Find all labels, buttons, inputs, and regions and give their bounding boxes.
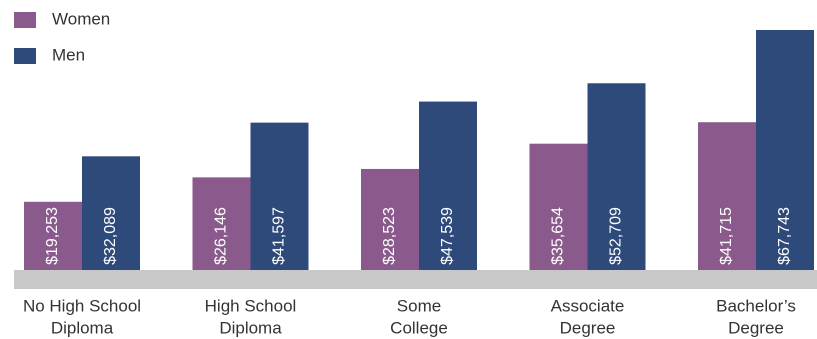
legend-label-men: Men [52, 45, 85, 64]
legend-label-women: Women [52, 9, 110, 28]
bar-men-0 [82, 156, 140, 270]
value-label-women-2: $28,523 [381, 207, 398, 265]
value-label-men-4: $67,743 [776, 207, 793, 265]
value-label-men-1: $41,597 [271, 207, 288, 265]
value-label-women-4: $41,715 [718, 207, 735, 265]
value-label-women-1: $26,146 [213, 207, 230, 265]
category-label-1-line-1: Diploma [219, 318, 282, 337]
bar-men-2 [419, 101, 477, 270]
bar-men-4 [756, 30, 814, 270]
baseline-shelf [14, 270, 817, 289]
bar-women-3 [529, 143, 588, 270]
category-label-2-line-1: College [390, 318, 448, 337]
bar-men-1 [250, 122, 309, 270]
bar-women-0 [24, 201, 82, 270]
category-label-0-line-1: Diploma [51, 318, 114, 337]
bar-men-3 [587, 83, 646, 270]
value-label-men-0: $32,089 [102, 207, 119, 265]
category-label-2-line-0: Some [397, 296, 441, 315]
category-label-4-line-1: Degree [728, 318, 784, 337]
category-label-1-line-0: High School [205, 296, 297, 315]
value-label-women-0: $19,253 [44, 207, 61, 265]
legend-swatch-women [14, 12, 36, 28]
category-label-4-line-0: Bachelor’s [716, 296, 796, 315]
bar-women-4 [698, 122, 756, 270]
category-label-3-line-1: Degree [560, 318, 616, 337]
bar-women-2 [361, 168, 419, 270]
value-label-women-3: $35,654 [550, 207, 567, 265]
value-label-men-3: $52,709 [608, 207, 625, 265]
legend-swatch-men [14, 48, 36, 64]
category-label-0-line-0: No High School [23, 296, 141, 315]
category-label-3-line-0: Associate [551, 296, 625, 315]
value-label-men-2: $47,539 [439, 207, 456, 265]
bar-women-1 [192, 177, 251, 270]
